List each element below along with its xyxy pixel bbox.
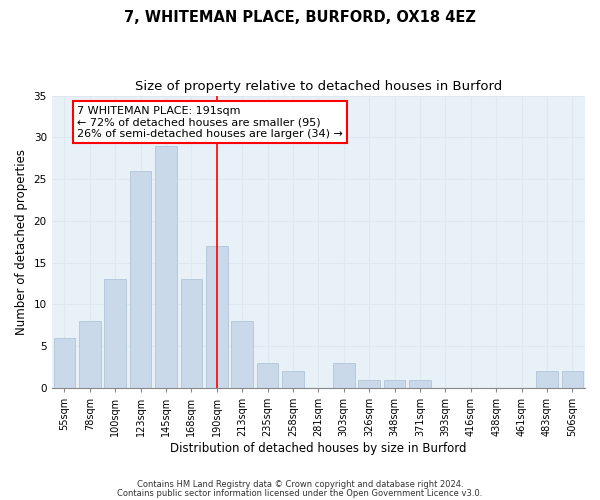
Bar xyxy=(333,363,355,388)
Title: Size of property relative to detached houses in Burford: Size of property relative to detached ho… xyxy=(135,80,502,93)
Bar xyxy=(282,372,304,388)
Bar xyxy=(409,380,431,388)
Bar xyxy=(53,338,75,388)
Text: Contains public sector information licensed under the Open Government Licence v3: Contains public sector information licen… xyxy=(118,490,482,498)
Text: 7, WHITEMAN PLACE, BURFORD, OX18 4EZ: 7, WHITEMAN PLACE, BURFORD, OX18 4EZ xyxy=(124,10,476,25)
Bar xyxy=(104,280,126,388)
Bar xyxy=(232,321,253,388)
Bar xyxy=(206,246,227,388)
Bar xyxy=(155,146,177,388)
Text: 7 WHITEMAN PLACE: 191sqm
← 72% of detached houses are smaller (95)
26% of semi-d: 7 WHITEMAN PLACE: 191sqm ← 72% of detach… xyxy=(77,106,343,139)
Bar xyxy=(181,280,202,388)
Bar xyxy=(384,380,406,388)
Bar xyxy=(79,321,101,388)
Bar xyxy=(562,372,583,388)
X-axis label: Distribution of detached houses by size in Burford: Distribution of detached houses by size … xyxy=(170,442,467,455)
Bar xyxy=(257,363,278,388)
Bar xyxy=(358,380,380,388)
Bar xyxy=(130,171,151,388)
Y-axis label: Number of detached properties: Number of detached properties xyxy=(15,149,28,335)
Text: Contains HM Land Registry data © Crown copyright and database right 2024.: Contains HM Land Registry data © Crown c… xyxy=(137,480,463,489)
Bar xyxy=(536,372,557,388)
